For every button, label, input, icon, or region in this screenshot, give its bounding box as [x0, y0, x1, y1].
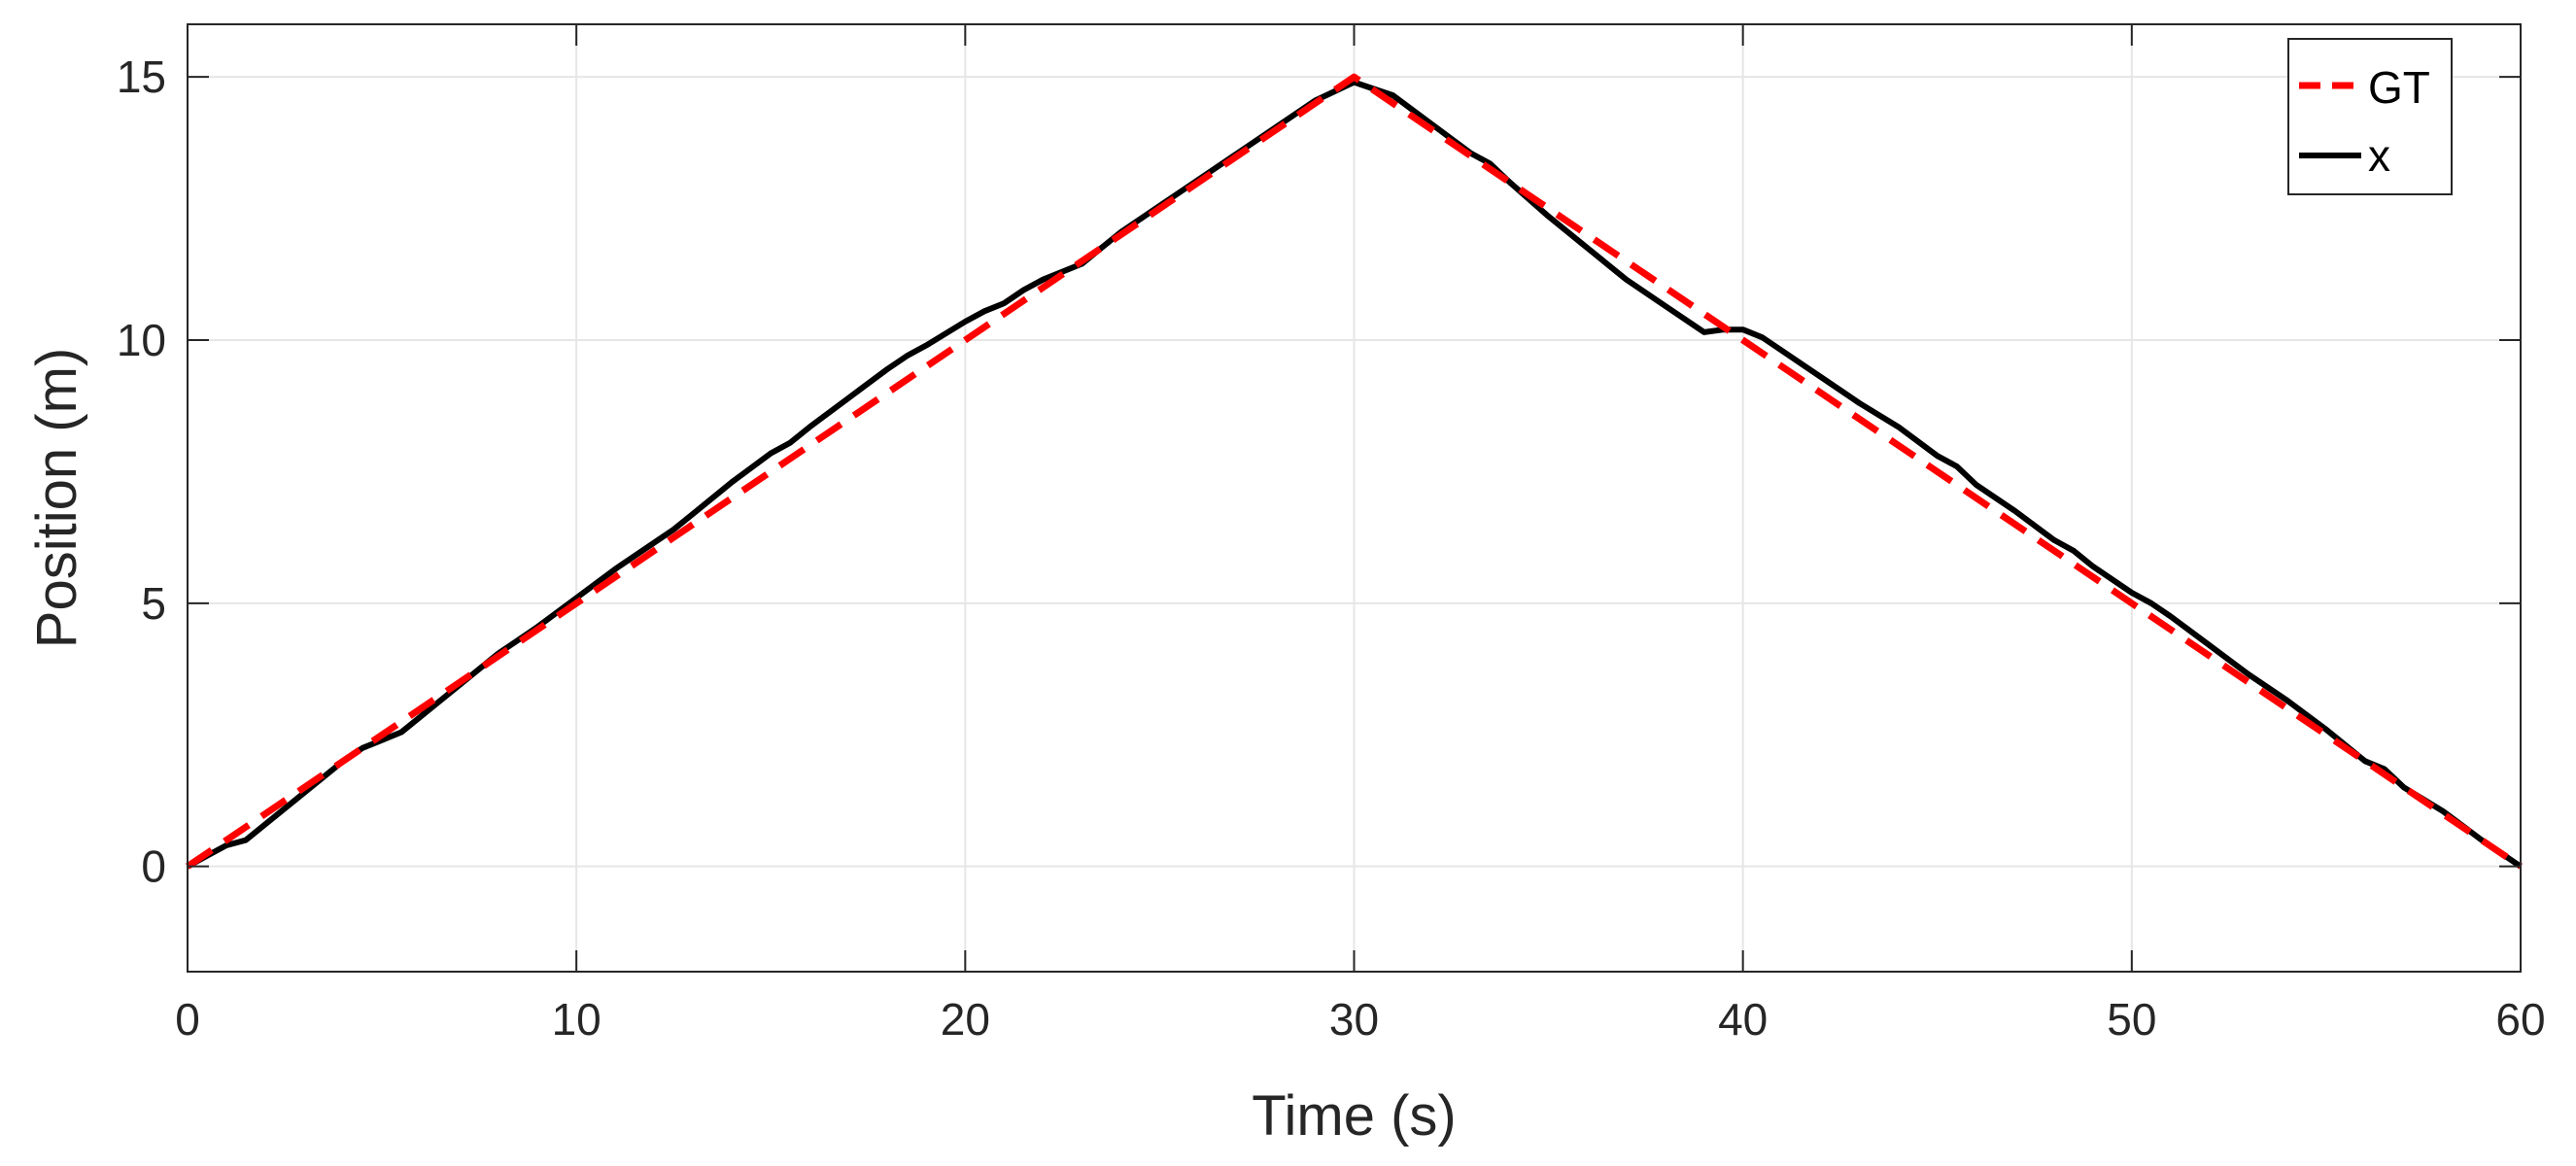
legend-x-label: x [2368, 130, 2390, 181]
x-tick-label: 60 [2495, 994, 2545, 1045]
legend-box [2287, 38, 2453, 195]
legend-gt-label: GT [2368, 62, 2430, 113]
x-axis-label: Time (s) [1252, 1084, 1456, 1148]
x-tick-label: 50 [2107, 994, 2156, 1045]
y-tick-label: 10 [117, 315, 166, 365]
y-tick-label: 0 [141, 841, 166, 892]
x-tick-label: 40 [1718, 994, 1768, 1045]
series-lines [186, 73, 2523, 870]
y-axis-label: Position (m) [25, 348, 88, 648]
y-tick-label: 5 [141, 578, 166, 629]
ticks: 0 10 20 30 40 50 60 0 5 10 15 [117, 24, 2546, 1045]
y-tick-label: 15 [117, 51, 166, 102]
x-tick-label: 30 [1329, 994, 1379, 1045]
legend: GT x [2287, 38, 2453, 195]
x-tick-label: 20 [941, 994, 990, 1045]
x-tick-label: 0 [175, 994, 200, 1045]
series-line-gt [186, 73, 2523, 870]
x-tick-label: 10 [552, 994, 601, 1045]
